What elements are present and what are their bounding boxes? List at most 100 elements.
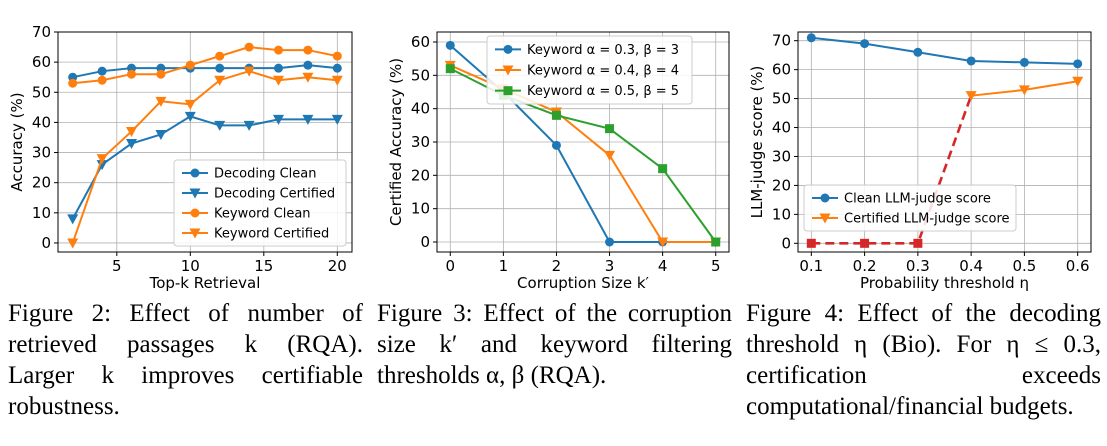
figure-4-caption-text: Effect of the decoding threshold η (Bio)… <box>746 300 1102 420</box>
figure-4-caption-label: Figure 4: <box>746 300 845 327</box>
y-tick-label: 40 <box>32 113 51 131</box>
x-tick-label: 2 <box>552 257 562 275</box>
y-axis-label: LLM-judge score (%) <box>748 66 766 219</box>
y-tick-label: 20 <box>32 174 51 192</box>
figure-4-chart: 0.1 0.2 0.3 0.4 0.5 0.6 0 10 20 30 40 50 60 70 Probabi… <box>748 31 1092 292</box>
data-point <box>604 150 616 161</box>
data-point <box>1072 76 1084 87</box>
plot-frame <box>436 31 730 253</box>
y-tick-label: 50 <box>32 83 51 101</box>
y-tick-label: 60 <box>772 61 791 79</box>
series-line <box>71 115 338 220</box>
figure-3-caption-text: Effect of the corruption size k′ and key… <box>377 300 733 389</box>
legend-entry: Clean LLM-judge score <box>844 192 991 207</box>
y-tick-label: 0 <box>420 233 430 251</box>
y-tick-label: 10 <box>411 200 430 218</box>
legend-swatch-marker <box>189 228 201 239</box>
data-point <box>303 45 313 55</box>
legend-swatch-marker <box>189 188 201 199</box>
data-point <box>96 160 108 171</box>
data-point <box>551 140 561 150</box>
x-axis-label: Probability threshold η <box>860 274 1029 292</box>
legend-entry: Keyword α = 0.5, β = 5 <box>527 84 679 99</box>
data-point <box>214 75 226 86</box>
data-point <box>215 51 225 61</box>
legend-entry: Keyword α = 0.4, β = 4 <box>527 64 679 79</box>
data-point <box>243 66 255 77</box>
data-point <box>274 45 283 55</box>
x-tick-label: 10 <box>181 257 200 275</box>
legend-swatch-marker <box>503 44 513 54</box>
data-point <box>273 75 284 86</box>
y-tick-label: 20 <box>411 166 430 184</box>
data-point <box>445 64 455 74</box>
data-point <box>185 60 195 70</box>
x-tick-label: 0.2 <box>853 257 877 275</box>
legend-entry: Keyword α = 0.3, β = 3 <box>527 43 679 58</box>
data-point <box>331 75 343 86</box>
grid-lines <box>437 32 729 252</box>
data-point <box>332 63 342 73</box>
series-line <box>811 36 1078 65</box>
data-point <box>67 214 79 225</box>
x-tick-label: 3 <box>605 257 615 275</box>
data-point <box>1018 85 1030 96</box>
figure-3-panel: 0 1 2 3 4 5 0 10 20 30 40 50 60 Corruption Size k′ Cer… <box>369 0 738 446</box>
data-point <box>126 139 137 150</box>
x-tick-label: 0.4 <box>959 257 983 275</box>
data-point <box>860 39 870 49</box>
data-point <box>127 69 136 79</box>
y-tick-label: 30 <box>772 147 791 165</box>
y-tick-label: 50 <box>772 90 791 108</box>
legend-swatch-marker <box>190 168 200 178</box>
series-line <box>72 64 338 79</box>
data-point <box>67 238 79 249</box>
data-point <box>96 154 108 165</box>
x-tick-label: 4 <box>658 257 668 275</box>
figure-2-panel: 5 10 15 20 0 10 20 30 40 50 60 70 Top-k Retrieval Acc… <box>0 0 369 446</box>
y-tick-label: 10 <box>32 204 51 222</box>
data-point <box>97 75 107 85</box>
y-tick-label: 50 <box>411 66 430 84</box>
data-point <box>68 78 78 88</box>
data-point <box>184 111 196 122</box>
x-tick-label: 0.6 <box>1066 257 1090 275</box>
legend-box <box>173 159 347 247</box>
data-point <box>155 96 167 107</box>
legend-swatch-marker <box>190 208 200 218</box>
data-point <box>215 63 225 73</box>
legend-box <box>803 184 1017 232</box>
data-point <box>913 238 923 248</box>
x-tick-label: 5 <box>112 257 122 275</box>
data-point <box>243 120 255 131</box>
plot-frame <box>797 31 1092 253</box>
data-point <box>1073 59 1083 69</box>
data-point <box>913 47 923 57</box>
y-tick-label: 70 <box>772 32 791 50</box>
data-point <box>657 237 669 248</box>
data-point <box>806 33 816 43</box>
data-point <box>806 238 816 248</box>
y-tick-label: 30 <box>411 133 430 151</box>
y-tick-label: 30 <box>32 144 51 162</box>
series-0 <box>806 33 1083 69</box>
data-point <box>605 237 615 247</box>
x-axis-label: Corruption Size k′ <box>517 274 649 292</box>
series-line <box>72 46 338 85</box>
legend: Keyword α = 0.3, β = 3 Keyword α = 0.4, β… <box>486 35 693 105</box>
y-tick-label: 70 <box>32 23 51 41</box>
data-point <box>605 124 615 134</box>
figure-2-caption-text: Effect of number of retrieved passages k… <box>8 300 363 420</box>
data-point <box>331 114 343 125</box>
figure-4-panel: 0.1 0.2 0.3 0.4 0.5 0.6 0 10 20 30 40 50 60 70 Probabi… <box>738 0 1107 446</box>
legend-entry: Keyword Clean <box>214 207 311 222</box>
data-point <box>156 69 166 79</box>
y-tick-label: 20 <box>772 176 791 194</box>
y-tick-label: 10 <box>772 205 791 223</box>
data-point <box>965 91 977 102</box>
legend-swatch-marker <box>820 193 830 203</box>
x-tick-label: 0 <box>445 257 455 275</box>
data-point <box>1019 57 1029 67</box>
data-point <box>184 99 196 110</box>
figure-2-chart: 5 10 15 20 0 10 20 30 40 50 60 70 Top-k Retrieval Acc… <box>8 23 353 292</box>
